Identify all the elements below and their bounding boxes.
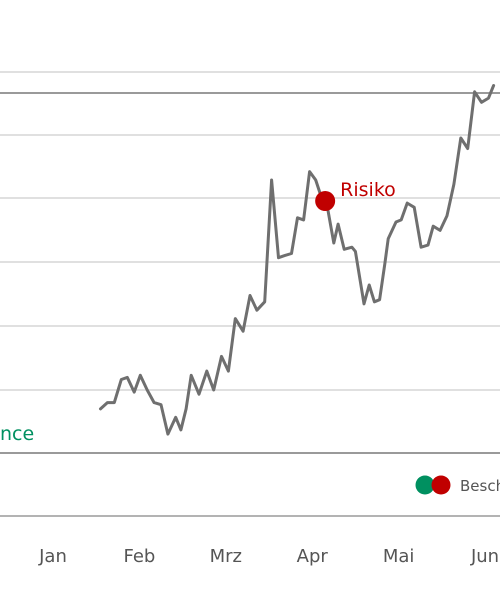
series-line	[99, 84, 496, 436]
chance-annotation: nce	[0, 423, 34, 445]
x-axis-tick-labels: Jan Feb Mrz Apr Mai Jun	[38, 546, 499, 567]
risk-annotation: Risiko	[340, 179, 396, 201]
x-tick-label: Feb	[123, 546, 155, 567]
gridlines	[0, 71, 500, 517]
x-tick-label: Jan	[38, 546, 67, 567]
legend-chance-dot	[415, 475, 435, 495]
x-tick-label: Apr	[297, 546, 329, 567]
legend-risk-dot	[431, 475, 451, 495]
risk-point	[315, 191, 336, 211]
x-tick-label: Mrz	[210, 546, 242, 567]
x-tick-label: Jun	[470, 546, 499, 567]
legend: Besch	[415, 475, 500, 495]
x-tick-label: Mai	[383, 546, 415, 567]
legend-label: Besch	[460, 477, 500, 495]
